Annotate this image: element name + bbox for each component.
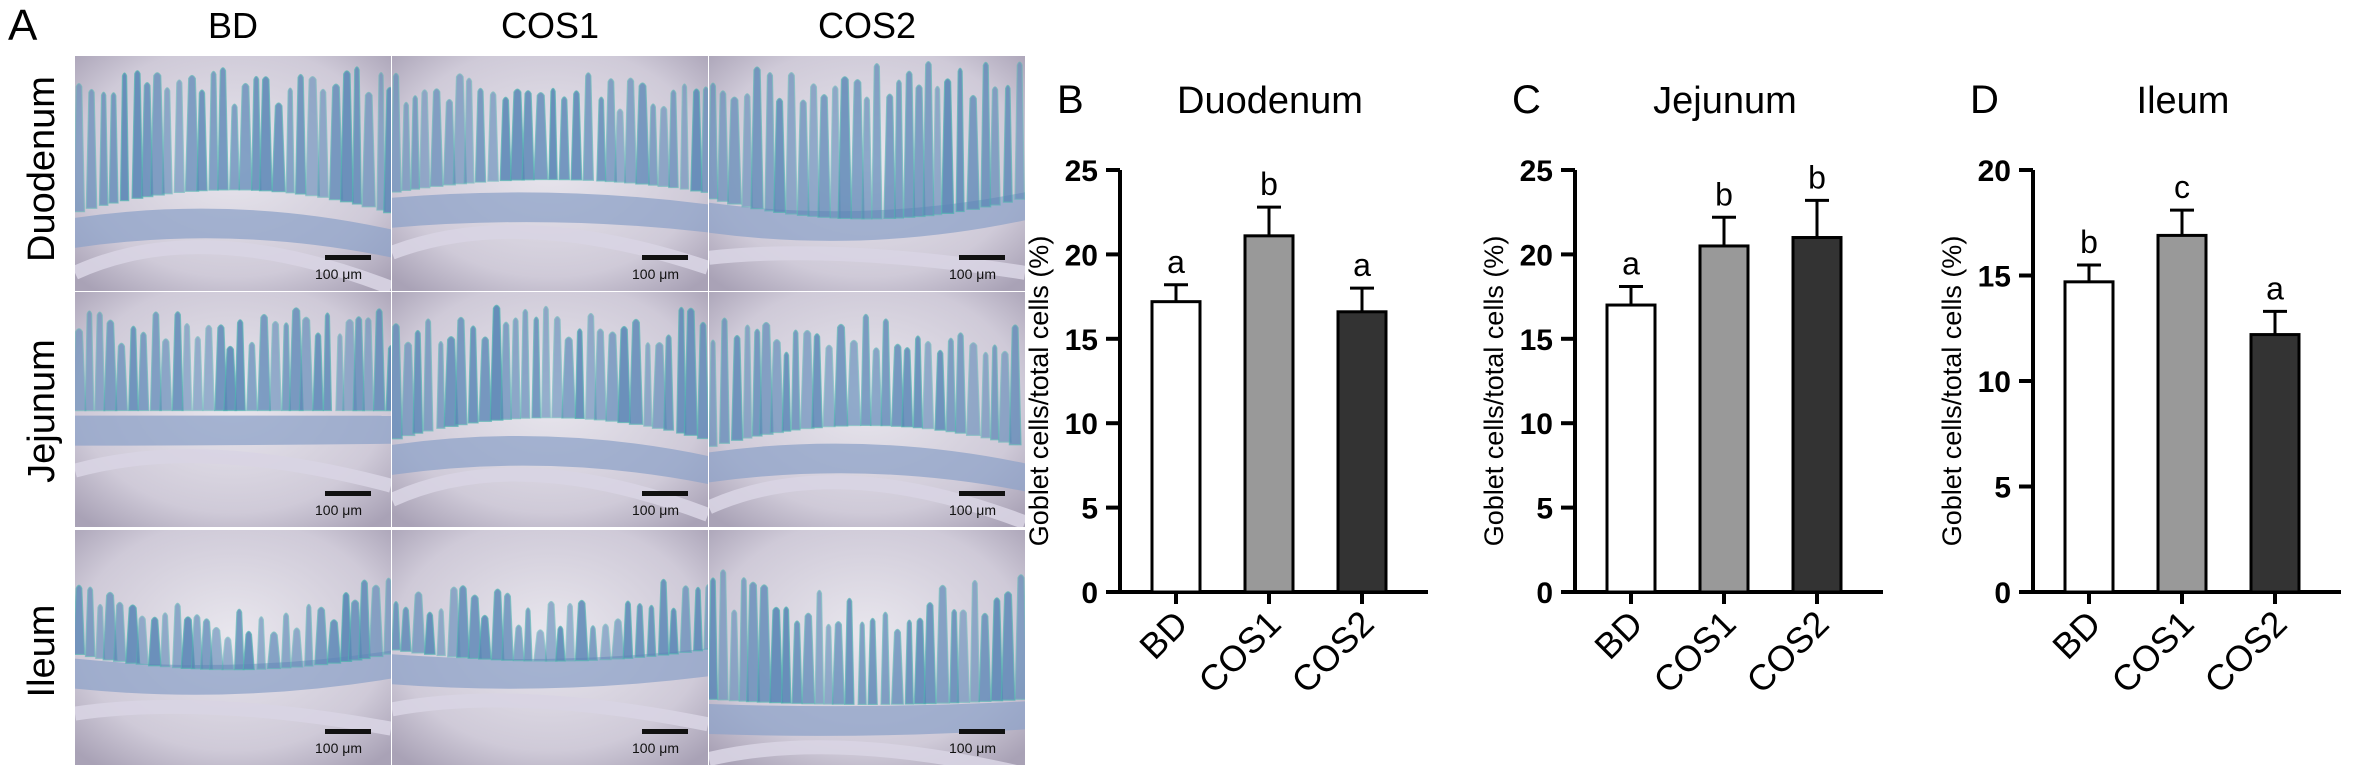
y-tick-label: 25 <box>1065 155 1098 188</box>
y-tick-label: 15 <box>1520 324 1553 357</box>
y-axis-label: Goblet cells/total cells (%) <box>1479 236 1509 547</box>
scale-bar <box>959 255 1005 260</box>
panel-b-letter: B <box>1057 78 1084 122</box>
y-tick-label: 5 <box>1536 493 1553 526</box>
significance-letter: c <box>2174 169 2190 205</box>
column-header-bd: BD <box>207 5 258 46</box>
chart-title: Duodenum <box>1177 80 1363 122</box>
bar-bd <box>1150 300 1202 594</box>
y-tick-label: 10 <box>1520 408 1553 441</box>
x-tick-label: BD <box>1131 603 1195 667</box>
y-axis-label: Goblet cells/total cells (%) <box>1937 236 1967 547</box>
x-tick-label: COS1 <box>1645 603 1743 701</box>
panel-d-letter: D <box>1970 78 1999 122</box>
significance-letter: b <box>1715 176 1733 212</box>
y-tick-label: 5 <box>1994 472 2011 505</box>
bar-cos1 <box>1698 244 1750 594</box>
scale-bar-label: 100 μm <box>949 502 996 518</box>
scale-bar <box>325 729 371 734</box>
significance-letter: b <box>1260 166 1278 202</box>
micrograph-ileum-cos2: 100 μm <box>709 530 1025 765</box>
scale-bar-label: 100 μm <box>315 740 362 756</box>
bar-cos2 <box>1791 236 1843 594</box>
micrograph-ileum-bd: 100 μm <box>75 530 391 765</box>
x-tick-label: COS1 <box>2103 603 2201 701</box>
scale-bar-label: 100 μm <box>632 502 679 518</box>
significance-letter: a <box>2266 270 2284 306</box>
y-tick-label: 15 <box>1065 324 1098 357</box>
y-tick-label: 0 <box>1081 577 1098 610</box>
bar-cos1 <box>2156 233 2208 594</box>
scale-bar-label: 100 μm <box>315 502 362 518</box>
y-tick-label: 20 <box>1978 155 2011 188</box>
scale-bar-label: 100 μm <box>632 740 679 756</box>
micrograph-duodenum-cos1: 100 μm <box>392 56 708 291</box>
scale-bar-label: 100 μm <box>632 266 679 282</box>
scale-bar <box>959 729 1005 734</box>
micrograph-jejunum-cos1: 100 μm <box>392 292 708 527</box>
micrograph-ileum-cos1: 100 μm <box>392 530 708 765</box>
y-tick-label: 0 <box>1994 577 2011 610</box>
y-tick-label: 0 <box>1536 577 1553 610</box>
x-tick-label: BD <box>2044 603 2108 667</box>
y-tick-label: 10 <box>1978 366 2011 399</box>
significance-letter: a <box>1622 245 1640 281</box>
bar-bd <box>2063 280 2115 594</box>
x-tick-label: COS1 <box>1190 603 1288 701</box>
x-tick-label: COS2 <box>2196 603 2294 701</box>
significance-letter: a <box>1167 244 1185 280</box>
significance-letter: b <box>2080 224 2098 260</box>
y-tick-label: 25 <box>1520 155 1553 188</box>
scale-bar <box>959 491 1005 496</box>
y-tick-label: 5 <box>1081 493 1098 526</box>
x-tick-label: BD <box>1586 603 1650 667</box>
panel-a-letter: A <box>8 1 38 50</box>
chart-title: Ileum <box>2137 80 2230 122</box>
scale-bar-label: 100 μm <box>315 266 362 282</box>
y-tick-label: 10 <box>1065 408 1098 441</box>
bar-cos1 <box>1243 234 1295 594</box>
significance-letter: b <box>1808 159 1826 195</box>
x-tick-label: COS2 <box>1738 603 1836 701</box>
scale-bar <box>325 491 371 496</box>
scale-bar <box>642 729 688 734</box>
chart-title: Jejunum <box>1653 80 1797 122</box>
y-axis-label: Goblet cells/total cells (%) <box>1024 236 1054 547</box>
y-tick-label: 20 <box>1520 239 1553 272</box>
scale-bar <box>325 255 371 260</box>
scale-bar-label: 100 μm <box>949 740 996 756</box>
panel-c-letter: C <box>1512 78 1541 122</box>
bar-bd <box>1605 303 1657 594</box>
bar-cos2 <box>2249 333 2301 594</box>
scale-bar <box>642 491 688 496</box>
micrograph-duodenum-bd: 100 μm <box>75 56 391 291</box>
micrograph-jejunum-bd: 100 μm <box>75 292 391 527</box>
micrograph-duodenum-cos2: 100 μm <box>709 56 1025 291</box>
scale-bar <box>642 255 688 260</box>
significance-letter: a <box>1353 247 1371 283</box>
column-header-cos2: COS2 <box>817 5 917 46</box>
column-header-cos1: COS1 <box>500 5 600 46</box>
y-tick-label: 20 <box>1065 239 1098 272</box>
x-tick-label: COS2 <box>1283 603 1381 701</box>
scale-bar-label: 100 μm <box>949 266 996 282</box>
y-tick-label: 15 <box>1978 261 2011 294</box>
micrograph-jejunum-cos2: 100 μm <box>709 292 1025 527</box>
bar-cos2 <box>1336 310 1388 594</box>
